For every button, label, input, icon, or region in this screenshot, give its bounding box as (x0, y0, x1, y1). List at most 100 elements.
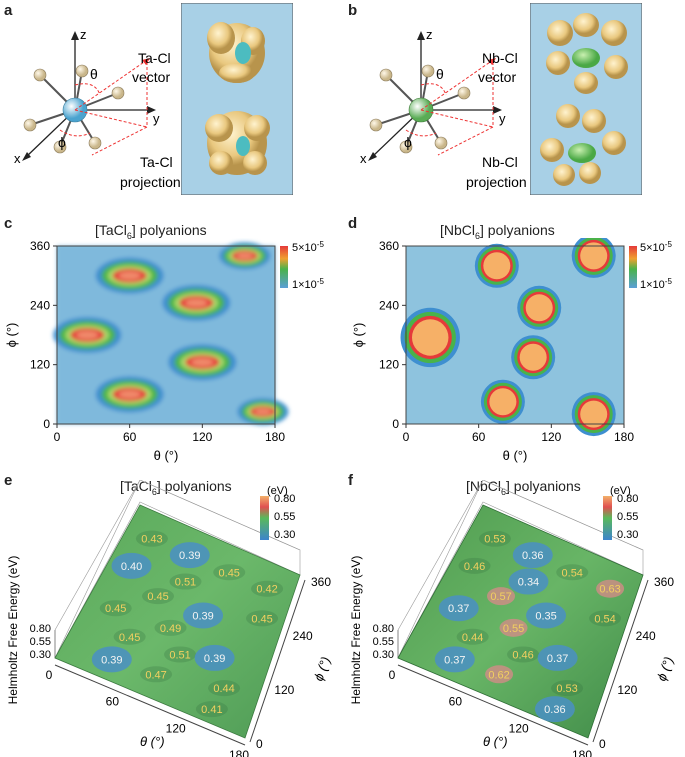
colorbar-c (280, 246, 288, 288)
heatmap-c-ytick-3: 360 (30, 239, 50, 253)
surface-f-value-16: 0.62 (488, 669, 509, 681)
panel-e-label: e (4, 472, 13, 489)
surface-f-value-9: 0.37 (448, 603, 469, 615)
surface-f-ytick-1: 120 (617, 683, 637, 697)
ta-y-axis-label: y (153, 111, 160, 126)
surface-f-value-14: 0.53 (556, 683, 577, 695)
surface-e-ridge-0 (135, 530, 168, 547)
heatmap-d-ytick-2: 240 (379, 298, 399, 312)
surface-f-ztick-2: 0.30 (373, 649, 394, 661)
colorbar-e-unit: (eV) (267, 485, 288, 497)
surface-f-basin-13 (537, 644, 578, 671)
ta-vector-label-1: Ta-Cl (138, 50, 171, 66)
colorbar-f-unit: (eV) (610, 485, 631, 497)
surface-f-ridge-14 (551, 680, 584, 697)
heatmap-c-xtick-3: 180 (265, 430, 285, 444)
panel-f-label: f (348, 472, 353, 489)
surface-f-ylabel: ϕ (°) (654, 655, 677, 683)
heatmap-d: 5×10-5 1×10-5 0 60 120 180 0 120 240 360 θ (°)… (351, 238, 672, 463)
surface-f-basin-17 (534, 696, 575, 723)
heatmap-d-xtick-0: 0 (403, 430, 410, 444)
panel-c-label: c (4, 215, 13, 232)
ta-theta-label: θ (90, 66, 98, 82)
heatmap-d-ytick-1: 120 (379, 358, 399, 372)
ta-coordinate-diagram: z y x θ ϕ Ta-Cl vector Ta-Cl projection (14, 27, 181, 190)
surface-e-value-16: 0.47 (145, 669, 166, 681)
nb-z-axis-label: z (426, 27, 433, 42)
surface-f-value-2: 0.54 (562, 567, 583, 579)
heatmap-d-xtick-1: 60 (472, 430, 486, 444)
surface-f-zlabel: Helmholtz Free Energy (eV) (349, 556, 363, 705)
surface-f-xtick-1: 60 (449, 695, 463, 709)
heatmap-c: 5×10-5 1×10-5 0 60 120 180 0 120 240 360 θ (°)… (4, 239, 324, 463)
surface-f-ytick-0: 0 (599, 737, 606, 751)
surface-f-value-13: 0.37 (547, 653, 568, 665)
ta-isosurface-panel (181, 3, 293, 195)
ta-x-axis-label: x (14, 151, 21, 166)
surface-e-value-4: 0.40 (121, 561, 142, 573)
surface-e-ridge-11 (113, 628, 146, 645)
ta-projection-label-1: Ta-Cl (140, 154, 173, 170)
heatmap-c-spot-5 (95, 376, 164, 413)
surface-f-ytick-3: 360 (654, 575, 674, 589)
surface-f-xtick-3: 180 (572, 748, 592, 757)
surface-e-value-6: 0.45 (251, 613, 272, 625)
nb-isosurface-panel (530, 3, 642, 195)
surface-e-ytick-1: 120 (274, 683, 294, 697)
heatmap-c-spot-4 (168, 344, 237, 381)
nb-projection-label-1: Nb-Cl (482, 154, 518, 170)
surface-f-value-6: 0.54 (594, 613, 615, 625)
panel-f-title: [NbCl6] polyanions (466, 478, 581, 497)
surface-f-value-10: 0.55 (503, 623, 524, 635)
heatmap-c-ylabel: ϕ (°) (4, 323, 19, 348)
surface-e-xtick-0: 0 (46, 668, 53, 682)
surface-f-peak-7 (487, 587, 516, 606)
surface-f-ridge-0 (478, 530, 511, 547)
surface-f-value-7: 0.57 (490, 591, 511, 603)
surface-f-ridge-6 (589, 610, 622, 627)
colorbar-e-tick-2: 0.30 (274, 529, 295, 541)
nb-coordinate-diagram: z y x θ ϕ Nb-Cl vector Nb-Cl projection (360, 27, 527, 190)
surface-f-value-0: 0.53 (484, 534, 505, 546)
surface-e-ztick-2: 0.30 (30, 649, 51, 661)
colorbar-c-max: 5×10-5 (292, 240, 324, 254)
heatmap-c-xlabel: θ (°) (154, 448, 179, 463)
heatmap-c-spot-2 (162, 284, 231, 321)
ta-vector-label-2: vector (132, 69, 170, 85)
surface-e-ytick-0: 0 (256, 737, 263, 751)
heatmap-d-spot-3 (400, 307, 460, 368)
surface-f-value-17: 0.36 (544, 704, 565, 716)
surface-f-value-8: 0.35 (535, 610, 556, 622)
nb-theta-label: θ (436, 66, 444, 82)
colorbar-f (603, 496, 612, 540)
surface-e-ridge-5 (169, 573, 202, 590)
ta-projection-label-2: projection (120, 174, 181, 190)
heatmap-c-xtick-0: 0 (54, 430, 61, 444)
surface-f-xlabel: θ (°) (483, 734, 508, 749)
surface-f-value-3: 0.63 (599, 584, 620, 596)
heatmap-d-xtick-3: 180 (614, 430, 634, 444)
colorbar-e (260, 496, 269, 540)
ta-z-axis-label: z (80, 27, 87, 42)
heatmap-c-spot-3 (53, 317, 122, 353)
surface-e: 0.43 0.39 0.45 0.42 0.40 0.51 0.45 0.45 0.39 0.45… (6, 480, 333, 757)
surface-f-ztick-1: 0.55 (373, 636, 394, 648)
surface-e-basin-1 (169, 542, 210, 569)
surface-f-ytick-2: 240 (636, 629, 656, 643)
surface-e-zlabel: Helmholtz Free Energy (eV) (6, 556, 20, 705)
surface-f-ridge-4 (458, 557, 491, 574)
surface-e-ridge-7 (142, 588, 175, 605)
panel-d-label: d (348, 215, 358, 232)
surface-e-xtick-1: 60 (106, 695, 120, 709)
surface-e-ridge-6 (246, 610, 279, 627)
surface-f-peak-3 (596, 579, 625, 598)
heatmap-c-spot-0 (95, 257, 164, 294)
surface-f-basin-1 (512, 542, 553, 569)
surface-f-xtick-2: 120 (509, 721, 529, 735)
surface-f-ztick-0: 0.80 (373, 623, 394, 635)
surface-f-value-15: 0.37 (444, 654, 465, 666)
heatmap-c-spot-1 (219, 242, 271, 270)
surface-e-value-5: 0.51 (175, 577, 196, 589)
colorbar-d-min: 1×10-5 (640, 277, 672, 291)
surface-e-value-13: 0.39 (204, 653, 225, 665)
